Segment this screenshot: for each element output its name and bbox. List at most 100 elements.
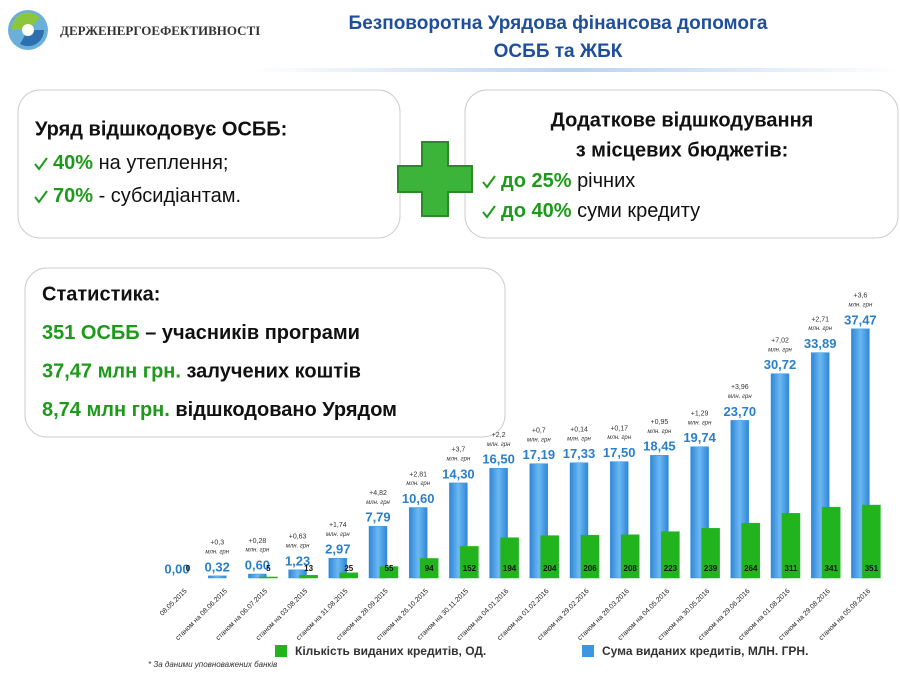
check-icon bbox=[34, 190, 48, 204]
logo-text: ДЕРЖЕНЕРГОЕФЕКТИВНОСТІ bbox=[60, 23, 260, 38]
bar bbox=[781, 513, 801, 579]
data-label: 17,33 bbox=[563, 446, 596, 461]
data-label: 0,32 bbox=[205, 559, 230, 574]
data-label: 55 bbox=[385, 564, 394, 573]
annotation: +2,2 bbox=[492, 432, 506, 439]
annotation: +3,96 bbox=[731, 384, 749, 391]
bar bbox=[339, 572, 359, 579]
highlight: 351 ОСББ bbox=[42, 322, 140, 344]
highlight: до 40% bbox=[501, 200, 572, 222]
data-label: 206 bbox=[583, 564, 597, 573]
bar bbox=[207, 575, 227, 579]
bar bbox=[368, 525, 388, 579]
data-label: 7,79 bbox=[365, 510, 390, 525]
box bbox=[17, 89, 401, 239]
data-label: 17,50 bbox=[603, 445, 636, 460]
text-line: до 40% суми кредиту bbox=[501, 200, 700, 222]
bar bbox=[500, 537, 519, 579]
annotation-unit: млн. грн bbox=[286, 543, 310, 549]
data-label: 18,45 bbox=[643, 439, 676, 454]
data-label: 30,72 bbox=[764, 357, 797, 372]
annotation-unit: млн. грн bbox=[567, 436, 591, 442]
data-label: 0,60 bbox=[245, 557, 270, 572]
box-title: Статистика: bbox=[42, 283, 160, 305]
data-label: 17,19 bbox=[523, 447, 556, 462]
annotation-unit: млн. грн bbox=[728, 394, 752, 400]
data-label: 223 bbox=[664, 564, 678, 573]
bar bbox=[379, 566, 399, 579]
data-label: 239 bbox=[704, 564, 718, 573]
annotation: +0,63 bbox=[289, 534, 307, 541]
bar bbox=[288, 569, 307, 579]
data-label: 311 bbox=[785, 564, 798, 573]
bar bbox=[580, 534, 600, 579]
annotation-unit: млн. грн bbox=[768, 347, 792, 353]
annotation: +4,82 bbox=[369, 490, 387, 497]
data-label: 14,30 bbox=[442, 466, 475, 481]
data-label: 16,50 bbox=[482, 452, 515, 467]
text: суми кредиту bbox=[577, 200, 700, 222]
text-line: 8,74 млн грн. відшкодовано Урядом bbox=[42, 399, 397, 421]
title-rule bbox=[250, 68, 900, 72]
text: залучених коштів bbox=[187, 361, 361, 383]
annotation-unit: млн. грн bbox=[527, 437, 551, 443]
data-label: 152 bbox=[463, 564, 477, 573]
text-line: 37,47 млн грн. залучених коштів bbox=[42, 361, 361, 383]
bar bbox=[661, 531, 680, 579]
annotation-unit: млн. грн bbox=[406, 481, 430, 487]
text: річних bbox=[577, 170, 635, 192]
data-label: 5 bbox=[266, 564, 271, 573]
legend-label: Кількість виданих кредитів, ОД. bbox=[295, 644, 486, 658]
data-label: 0,00 bbox=[164, 561, 189, 576]
highlight: 70% bbox=[53, 185, 93, 207]
annotation: +0,3 bbox=[210, 540, 224, 547]
plus-icon bbox=[397, 141, 473, 217]
legend-swatch bbox=[582, 645, 594, 657]
annotation: +3,6 bbox=[853, 293, 867, 300]
box bbox=[464, 89, 899, 239]
bar bbox=[299, 575, 318, 579]
annotation-unit: млн. грн bbox=[648, 429, 672, 435]
data-label: 25 bbox=[344, 564, 353, 573]
annotation-unit: млн. грн bbox=[688, 420, 712, 426]
annotation: +0,14 bbox=[570, 427, 588, 434]
data-label: 194 bbox=[503, 564, 517, 573]
data-label: 10,60 bbox=[402, 491, 435, 506]
bar bbox=[862, 504, 881, 579]
bar bbox=[248, 573, 267, 579]
data-label: 23,70 bbox=[724, 404, 757, 419]
box bbox=[24, 267, 506, 438]
text-line: 351 ОСББ – учасників програми bbox=[42, 322, 360, 344]
annotation: +1,29 bbox=[691, 411, 709, 418]
data-label: 33,89 bbox=[804, 336, 837, 351]
data-label: 37,47 bbox=[844, 312, 877, 327]
check-icon bbox=[482, 205, 496, 219]
annotation: +7,02 bbox=[771, 338, 789, 345]
data-label: 0 bbox=[186, 564, 191, 573]
annotation: +3,7 bbox=[451, 447, 465, 454]
text: - субсидіантам. bbox=[99, 185, 242, 207]
data-label: 1,23 bbox=[285, 553, 310, 568]
data-label: 94 bbox=[425, 564, 434, 573]
text: – учасників програми bbox=[145, 322, 360, 344]
annotation-unit: млн. грн bbox=[326, 532, 350, 538]
annotation-unit: млн. грн bbox=[849, 302, 873, 308]
annotation-unit: млн. грн bbox=[246, 548, 270, 554]
data-label: 351 bbox=[865, 564, 879, 573]
title: Безповоротна Урядова фінансова допомога bbox=[349, 13, 768, 34]
logo bbox=[8, 10, 48, 50]
annotation: +1,74 bbox=[329, 522, 347, 529]
text-line: 40% на утеплення; bbox=[53, 152, 228, 174]
bar bbox=[741, 522, 761, 579]
bar bbox=[821, 506, 841, 579]
data-label: 19,74 bbox=[683, 430, 716, 445]
x-tick-label: 08.05.2015 bbox=[159, 588, 189, 618]
text-line: до 25% річних bbox=[501, 170, 635, 192]
legend-label: Сума виданих кредитів, МЛН. ГРН. bbox=[602, 644, 808, 658]
annotation: +0,17 bbox=[610, 425, 628, 432]
annotation: +0,28 bbox=[249, 538, 267, 545]
annotation-unit: млн. грн bbox=[366, 500, 390, 506]
check-icon bbox=[34, 157, 48, 171]
annotation-unit: млн. грн bbox=[808, 326, 832, 332]
